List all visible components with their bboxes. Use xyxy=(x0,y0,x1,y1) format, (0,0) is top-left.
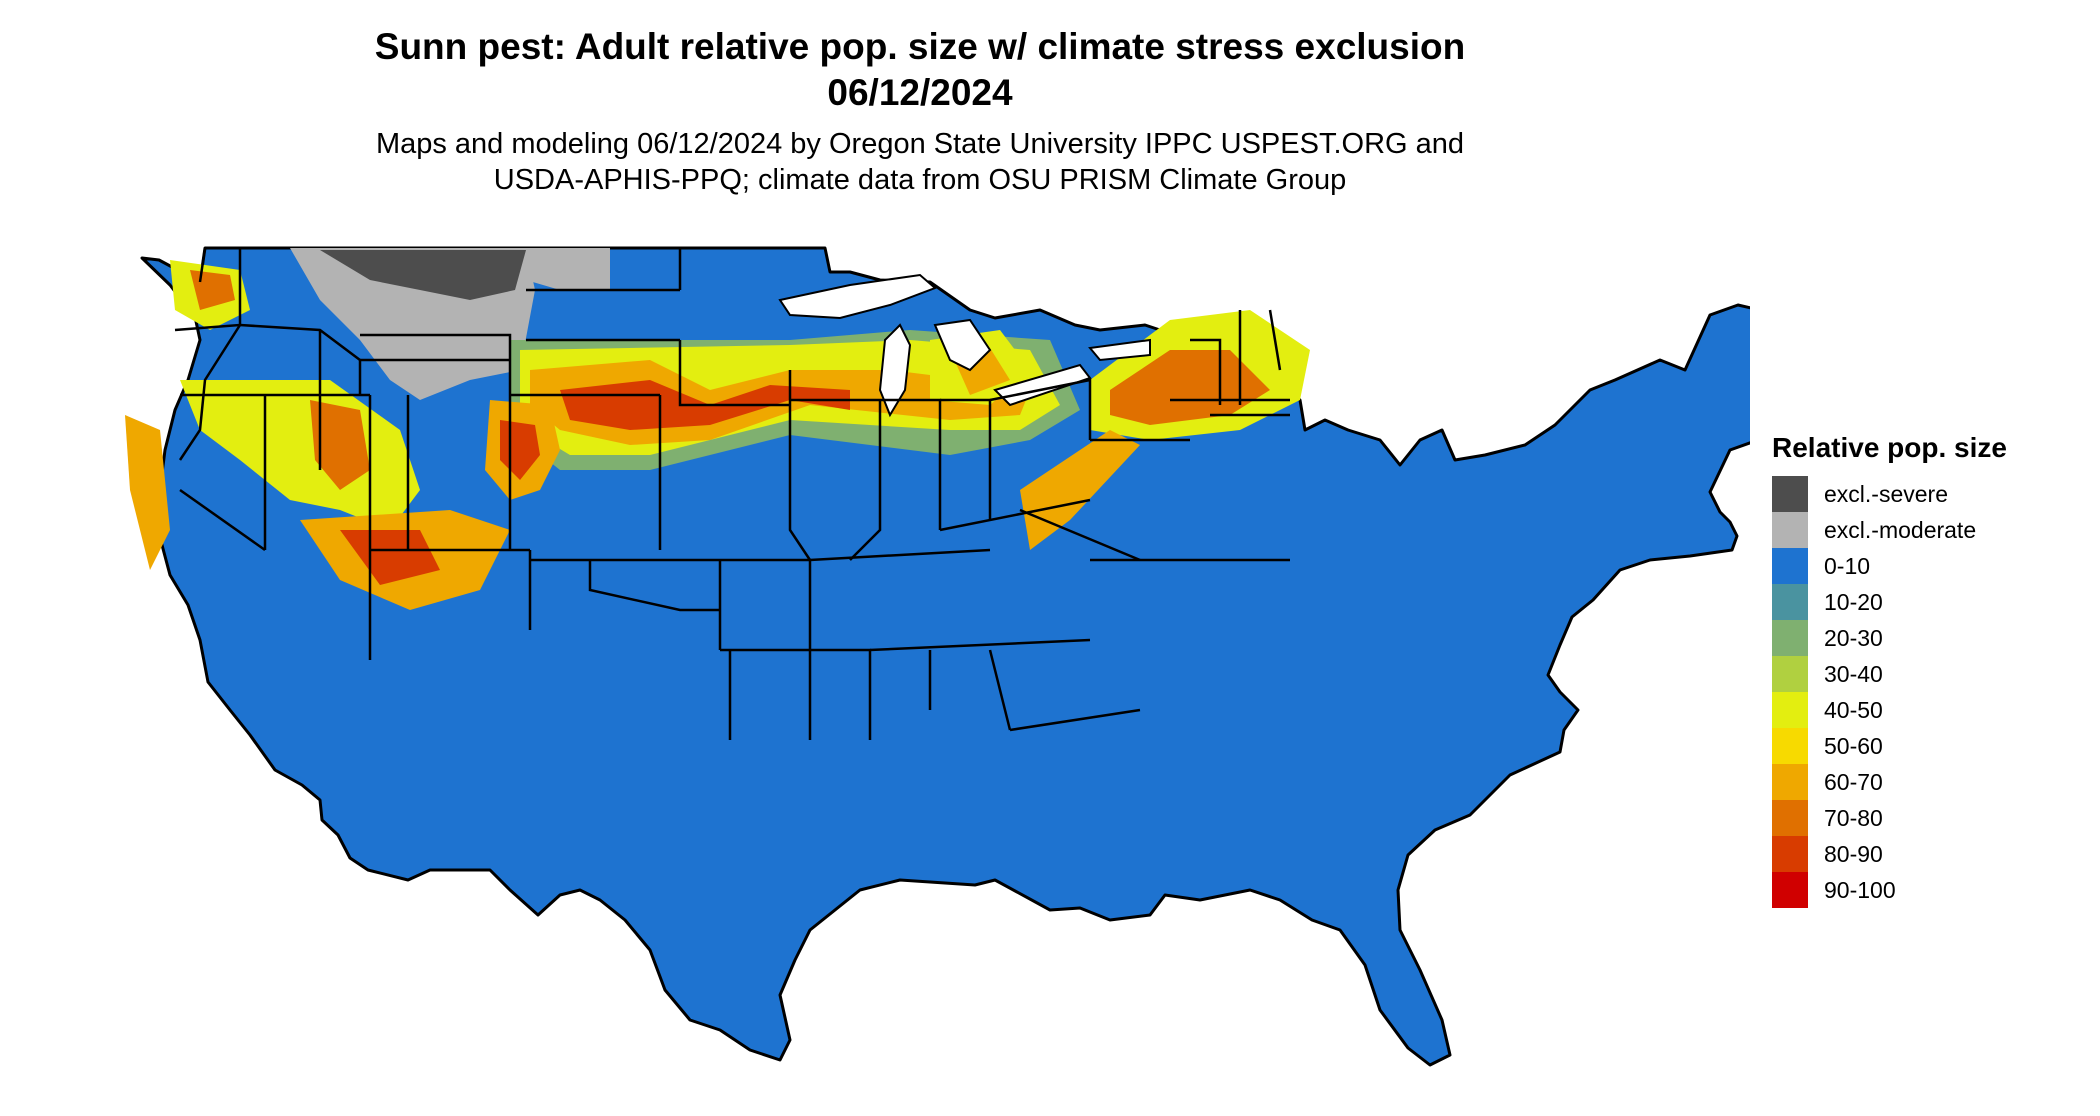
legend-label: 30-40 xyxy=(1824,660,1883,687)
legend-swatch xyxy=(1772,836,1808,872)
legend-swatch xyxy=(1772,764,1808,800)
excl-moderate-area xyxy=(526,248,610,290)
legend-label: 60-70 xyxy=(1824,768,1883,795)
us-map xyxy=(125,246,1750,1067)
legend-label: 90-100 xyxy=(1824,876,1896,903)
lake-ontario xyxy=(1088,338,1151,362)
legend-item: excl.-severe xyxy=(1772,476,2007,512)
legend-item: 30-40 xyxy=(1772,656,2007,692)
legend-label: 10-20 xyxy=(1824,588,1883,615)
excl-severe-area xyxy=(320,250,526,300)
legend-item: 0-10 xyxy=(1772,548,2007,584)
lake-michigan xyxy=(878,323,912,418)
legend-swatch xyxy=(1772,800,1808,836)
legend-title: Relative pop. size xyxy=(1772,432,2007,463)
lake-huron xyxy=(933,318,992,372)
legend-label: 40-50 xyxy=(1824,696,1883,723)
legend-rows: excl.-severe excl.-moderate 0-10 10-20 20-30… xyxy=(1772,476,2007,908)
state-borders xyxy=(174,247,1290,740)
appalachian-heat xyxy=(1020,430,1140,550)
legend-swatch xyxy=(1772,872,1808,908)
legend-label: 50-60 xyxy=(1824,732,1883,759)
legend-swatch xyxy=(1772,620,1808,656)
great-lakes xyxy=(778,273,1151,418)
legend-swatch xyxy=(1772,476,1808,512)
northeast-heat-core xyxy=(1110,350,1270,425)
legend-swatch xyxy=(1772,548,1808,584)
legend-item: 40-50 xyxy=(1772,692,2007,728)
legend-swatch xyxy=(1772,512,1808,548)
legend-label: 70-80 xyxy=(1824,804,1883,831)
legend-item: 60-70 xyxy=(1772,764,2007,800)
legend-item: 90-100 xyxy=(1772,872,2007,908)
lake-superior xyxy=(778,273,937,320)
legend-label: 80-90 xyxy=(1824,840,1883,867)
legend-item: 80-90 xyxy=(1772,836,2007,872)
map-subtitle-line2: USDA-APHIS-PPQ; climate data from OSU PR… xyxy=(493,164,1347,196)
map-title: Sunn pest: Adult relative pop. size w/ c… xyxy=(374,26,1466,67)
legend-label: excl.-moderate xyxy=(1824,516,1977,543)
basin-heat-core xyxy=(310,400,370,490)
legend-swatch xyxy=(1772,728,1808,764)
legend-item: 50-60 xyxy=(1772,728,2007,764)
legend-label: excl.-severe xyxy=(1824,480,1948,507)
southwest-heat-core xyxy=(340,530,440,585)
legend-item: 20-30 xyxy=(1772,620,2007,656)
legend-swatch xyxy=(1772,584,1808,620)
legend-item: 10-20 xyxy=(1772,584,2007,620)
legend-label: 0-10 xyxy=(1824,552,1871,579)
legend-item: excl.-moderate xyxy=(1772,512,2007,548)
map-date: 06/12/2024 xyxy=(827,72,1013,113)
legend: Relative pop. size excl.-severe excl.-mod… xyxy=(1772,432,2007,908)
legend-label: 20-30 xyxy=(1824,624,1883,651)
california-heat xyxy=(125,415,170,570)
legend-swatch xyxy=(1772,656,1808,692)
map-subtitle-line1: Maps and modeling 06/12/2024 by Oregon S… xyxy=(375,128,1465,160)
legend-swatch xyxy=(1772,692,1808,728)
legend-item: 70-80 xyxy=(1772,800,2007,836)
